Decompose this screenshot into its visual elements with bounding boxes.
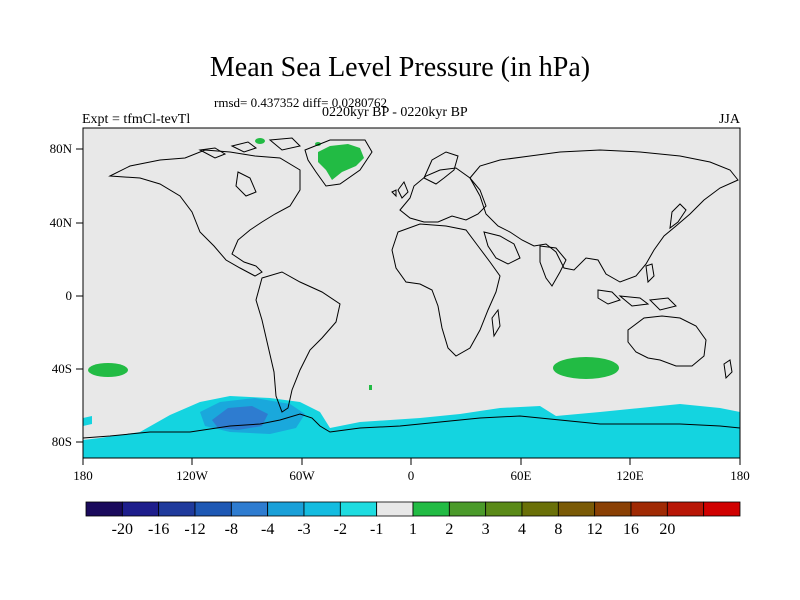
coast-asia — [469, 149, 739, 283]
lon-label: 0 — [408, 468, 415, 483]
coast-indonesia — [597, 289, 677, 311]
coast-hudson-bay — [235, 171, 257, 197]
coast-europe — [399, 167, 487, 223]
colorbar-label: 2 — [445, 521, 453, 538]
coast-british-isles — [391, 180, 409, 199]
colorbar-swatch — [194, 501, 232, 517]
anomaly-pos-greenland — [318, 144, 364, 180]
lon-label: 60W — [289, 468, 315, 483]
anomaly-pos-arctic — [255, 138, 265, 144]
colorbar-swatch — [376, 501, 414, 517]
colorbar-label: -16 — [148, 521, 169, 538]
coast-arctic-islands — [198, 137, 301, 159]
colorbar-swatch — [158, 501, 196, 517]
colorbar-label: -12 — [184, 521, 205, 538]
coast-north-america — [108, 149, 301, 277]
anomaly-pos-south-pacific — [88, 363, 128, 377]
period-label: 0220kyr BP - 0220kyr BP — [322, 105, 468, 120]
colorbar-swatch — [594, 501, 632, 517]
coast-india — [539, 245, 567, 287]
coast-arabia — [483, 231, 521, 265]
lat-label: 40S — [52, 361, 72, 376]
colorbar-swatch — [121, 501, 160, 517]
lat-axis: 80N 40N 0 40S 80S — [50, 141, 83, 449]
colorbar-swatch — [630, 501, 668, 517]
colorbar-label: 12 — [587, 521, 603, 538]
experiment-label: Expt = tfmCl-tevTl — [82, 112, 191, 127]
anomaly-neg1-west — [83, 416, 92, 426]
lat-label: 40N — [50, 215, 73, 230]
lon-label: 120W — [176, 468, 209, 483]
colorbar-label: 4 — [518, 521, 526, 538]
colorbar-swatch — [448, 501, 487, 517]
colorbar-label: -20 — [112, 521, 133, 538]
colorbar-swatch — [339, 501, 378, 517]
map-background — [83, 128, 740, 458]
colorbar-swatch — [267, 501, 305, 517]
lon-label: 120E — [616, 468, 644, 483]
chart-title: Mean Sea Level Pressure (in hPa) — [209, 52, 591, 83]
colorbar-label: 1 — [409, 521, 417, 538]
coast-south-america — [255, 271, 341, 413]
colorbar-label: -8 — [225, 521, 238, 538]
season-label: JJA — [718, 112, 740, 127]
coast-greenland — [304, 139, 373, 187]
colorbar-swatch — [230, 501, 269, 517]
colorbar-swatch — [412, 501, 450, 517]
anomaly-pos-atlantic — [369, 385, 372, 390]
colorbar-label: 20 — [659, 521, 675, 538]
coast-australia — [627, 315, 707, 367]
colorbar-swatch — [485, 501, 523, 517]
colorbar-swatch — [521, 501, 559, 517]
coast-philippines — [645, 263, 655, 284]
rmsd-stats: rmsd= 0.437352 diff= 0.0280762 — [214, 95, 387, 110]
colorbar-swatch — [557, 501, 596, 517]
colorbar-swatch — [303, 501, 341, 517]
lat-label: 0 — [66, 288, 73, 303]
lon-label: 180 — [73, 468, 93, 483]
coast-africa — [391, 223, 501, 357]
coast-antarctica — [82, 413, 741, 439]
colorbar-swatch — [666, 501, 705, 517]
colorbar-label: -2 — [334, 521, 347, 538]
colorbar: -20 -16 -12 -8 -4 -3 -2 -1 1 2 3 4 8 12 16 20 — [85, 501, 741, 538]
coast-scandinavia — [423, 151, 459, 185]
colorbar-label: -3 — [297, 521, 310, 538]
colorbar-swatch — [85, 501, 123, 517]
map-panel — [82, 127, 741, 459]
anomaly-pos-indian-ocean — [553, 357, 619, 379]
coast-japan — [669, 203, 687, 230]
colorbar-label: 8 — [554, 521, 562, 538]
coast-madagascar — [491, 308, 501, 338]
lon-axis: 180 120W 60W 0 60E 120E 180 — [73, 458, 750, 483]
coastlines — [82, 137, 741, 439]
colorbar-label: 3 — [482, 521, 490, 538]
lat-label: 80N — [50, 141, 73, 156]
lat-label: 80S — [52, 434, 72, 449]
colorbar-swatch — [703, 501, 741, 517]
colorbar-label: -4 — [261, 521, 274, 538]
lon-label: 60E — [511, 468, 532, 483]
colorbar-label: 16 — [623, 521, 639, 538]
colorbar-label: -1 — [370, 521, 383, 538]
lon-label: 180 — [730, 468, 750, 483]
coast-new-zealand — [723, 359, 733, 380]
